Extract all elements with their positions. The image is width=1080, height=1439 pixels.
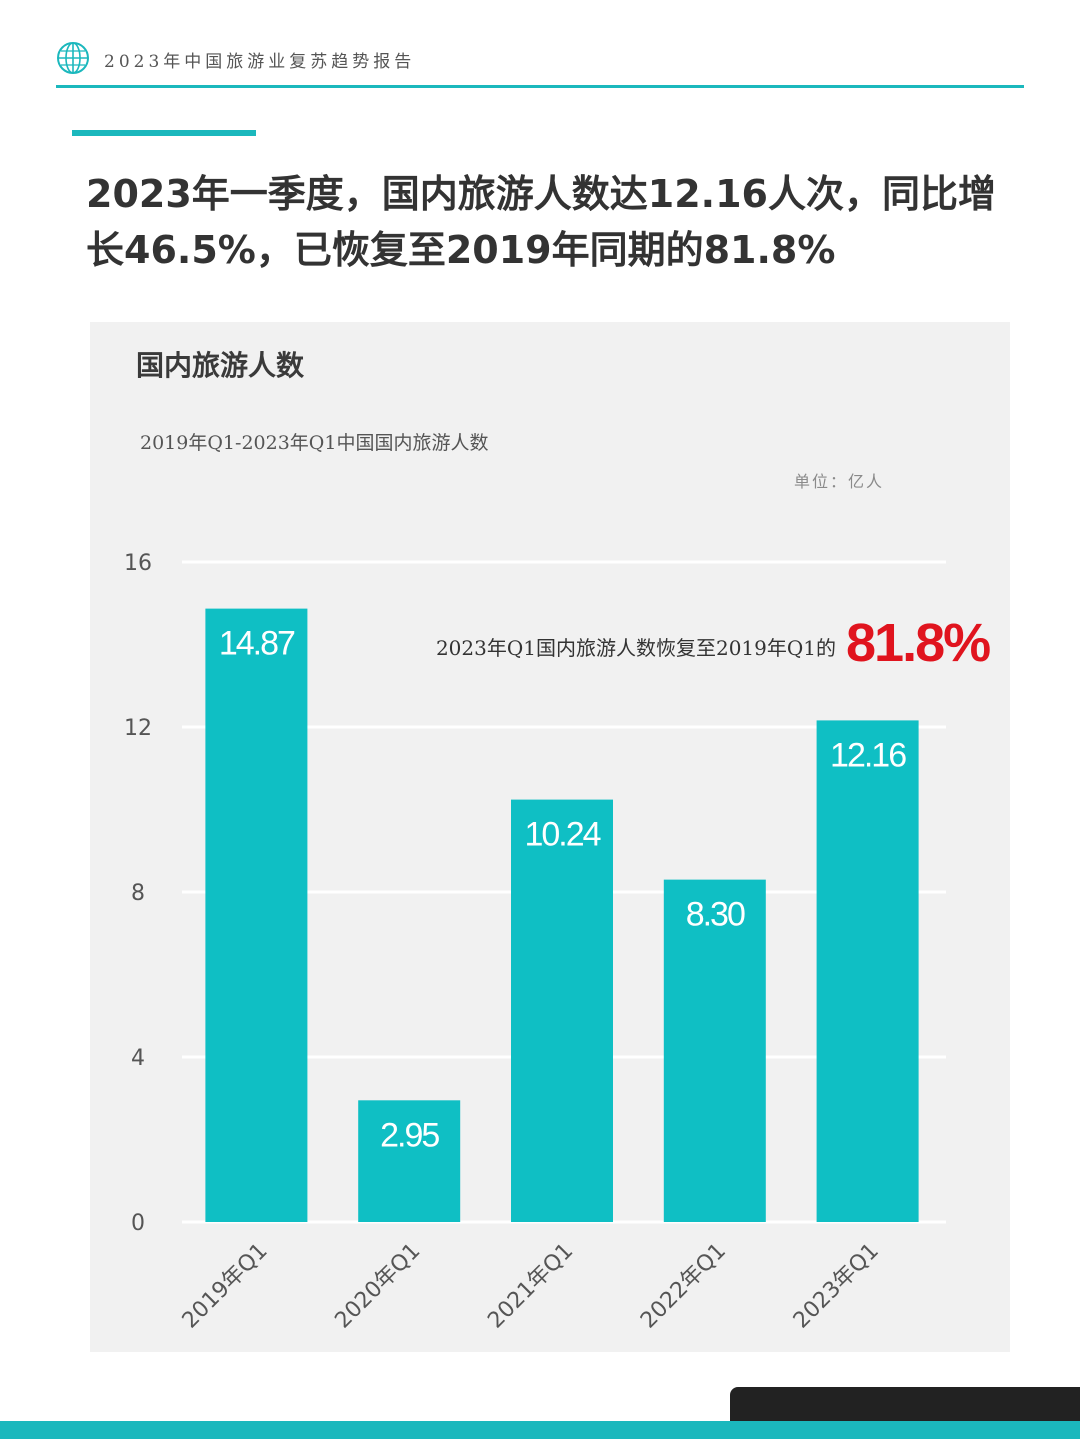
page-headline: 2023年一季度，国内旅游人数达12.16人次，同比增 长46.5%，已恢复至2… — [86, 172, 996, 272]
bar-value-label: 14.87 — [219, 625, 295, 663]
bar-value-label: 8.30 — [686, 896, 745, 934]
y-tick-label: 0 — [131, 1211, 145, 1236]
x-tick-label: 2020年Q1 — [330, 1239, 425, 1334]
bar-value-label: 12.16 — [830, 736, 906, 774]
report-header: 2023年中国旅游业复苏趋势报告 — [56, 38, 1024, 88]
y-tick-label: 8 — [131, 881, 145, 906]
y-tick-label: 16 — [124, 551, 152, 576]
bar — [663, 879, 766, 1222]
y-tick-label: 12 — [124, 716, 152, 741]
bar-value-label: 10.24 — [524, 816, 600, 854]
bottom-shadow — [730, 1387, 1080, 1421]
y-tick-label: 4 — [131, 1046, 145, 1071]
x-tick-label: 2021年Q1 — [483, 1239, 578, 1334]
chart-panel: 国内旅游人数 2019年Q1-2023年Q1中国国内旅游人数 单位：亿人 0 4 8… — [90, 322, 1010, 1352]
annotation-percentage: 81.8% — [846, 613, 990, 673]
bar-value-label: 2.95 — [380, 1116, 439, 1154]
header-divider — [56, 85, 1024, 88]
chart-subtitle: 2019年Q1-2023年Q1中国国内旅游人数 — [140, 432, 489, 454]
x-tick-label: 2019年Q1 — [178, 1239, 273, 1334]
bottom-bar — [0, 1421, 1080, 1439]
unit-label: 单位：亿人 — [794, 472, 885, 491]
annotation-text: 2023年Q1国内旅游人数恢复至2019年Q1的 — [436, 636, 836, 660]
globe-icon — [57, 42, 89, 74]
bar — [205, 608, 308, 1222]
bar — [358, 1100, 461, 1222]
report-title: 2023年中国旅游业复苏趋势报告 — [104, 52, 416, 72]
bar — [816, 720, 919, 1222]
bar-chart: 0 4 8 12 16 14.87 2019年Q1 2.95 2020年Q1 10.24 2021年… — [124, 551, 992, 1334]
accent-bar — [72, 130, 256, 136]
x-tick-label: 2023年Q1 — [789, 1239, 884, 1334]
bar — [511, 799, 613, 1222]
chart-title: 国内旅游人数 — [136, 349, 305, 382]
x-tick-label: 2022年Q1 — [636, 1239, 731, 1334]
